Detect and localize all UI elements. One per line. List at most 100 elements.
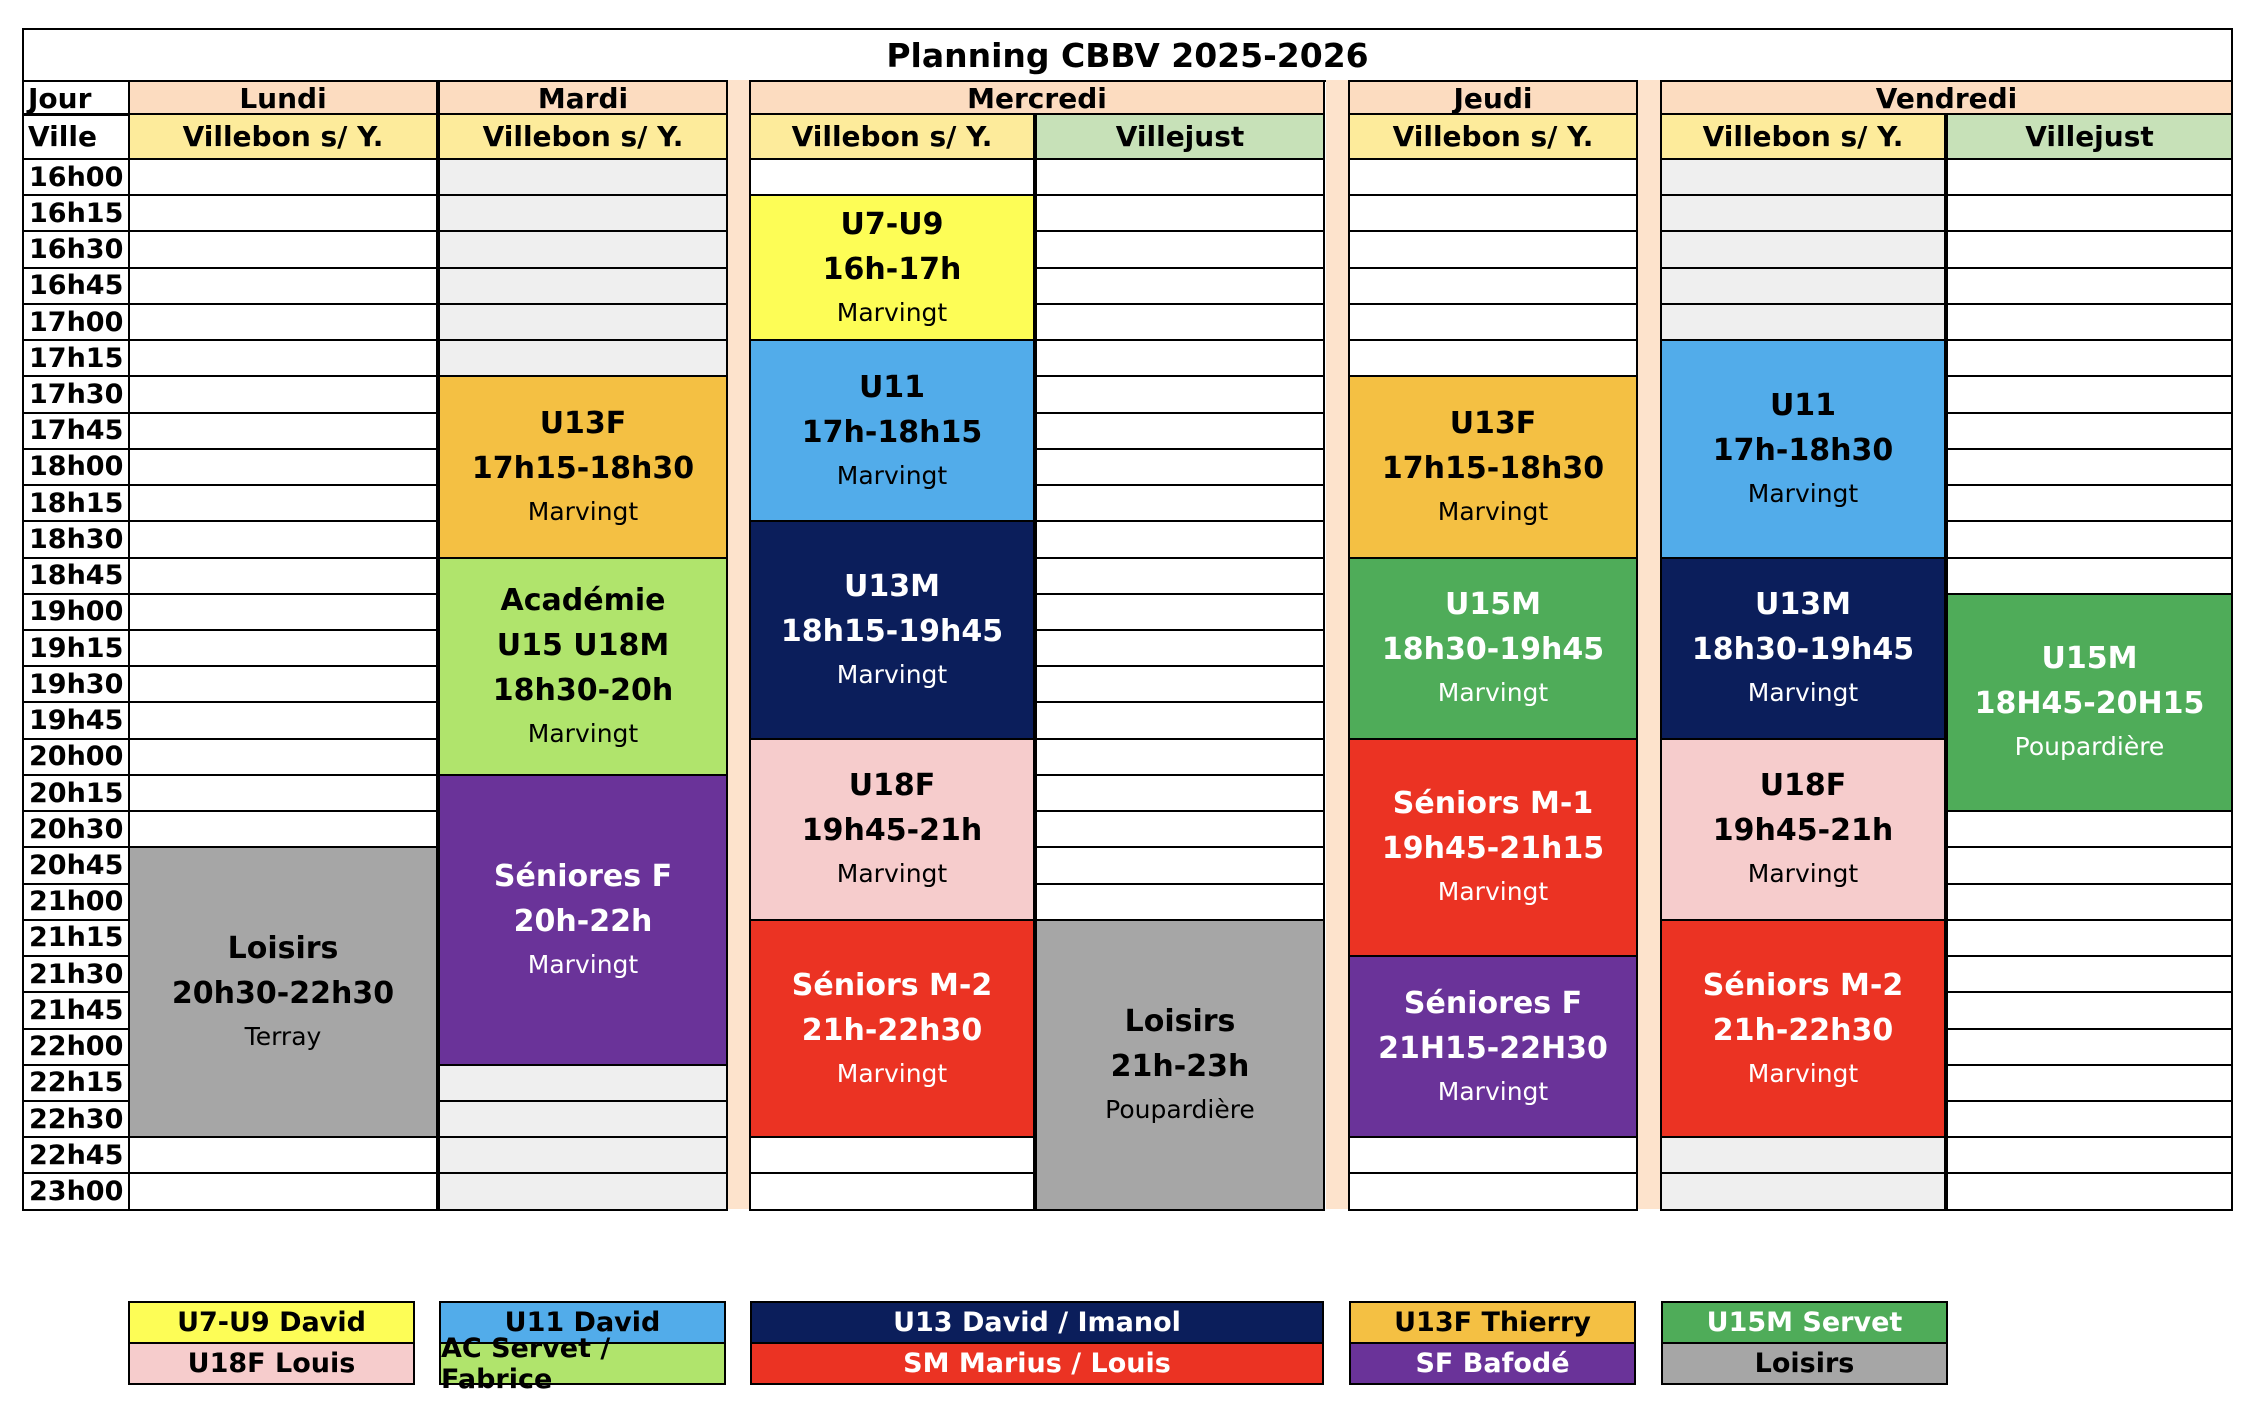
event-time: 17h15-18h30 <box>1381 450 1605 486</box>
legend-u13f: U13F Thierry <box>1349 1301 1636 1344</box>
event-time: 18h30-19h45 <box>1691 632 1915 668</box>
empty-slot <box>1348 1136 1638 1175</box>
page-title: Planning CBBV 2025-2026 <box>22 28 2233 82</box>
event-place: Marvingt <box>836 659 948 689</box>
empty-slot <box>128 592 438 631</box>
event-name: U15M <box>1445 587 1541 623</box>
event-seniors-f: Séniores F 21H15-22H30 Marvingt <box>1348 955 1638 1139</box>
empty-slot <box>1035 375 1325 414</box>
day-header-vendredi: Vendredi <box>1660 80 2233 116</box>
event-time: 17h-18h30 <box>1712 432 1894 468</box>
time-label: 16h15 <box>22 194 130 233</box>
empty-slot <box>1035 665 1325 704</box>
time-label: 18h30 <box>22 520 130 559</box>
venue-header-jeudi-villebon: Villebon s/ Y. <box>1348 113 1638 160</box>
empty-slot <box>1946 955 2233 994</box>
empty-slot <box>1946 810 2233 849</box>
empty-slot <box>1660 1172 1946 1211</box>
event-seniors-m: Séniors M-1 19h45-21h15 Marvingt <box>1348 737 1638 958</box>
empty-slot <box>1946 447 2233 487</box>
time-label: 17h30 <box>22 375 130 414</box>
event-seniors-m: Séniors M-2 21h-22h30 Marvingt <box>1660 918 1946 1139</box>
empty-slot <box>749 158 1035 197</box>
empty-slot <box>1946 1099 2233 1139</box>
event-u13f: U13F 17h15-18h30 Marvingt <box>438 375 728 559</box>
empty-slot <box>1348 194 1638 233</box>
legend-seniors-m: SM Marius / Louis <box>750 1342 1324 1385</box>
empty-slot <box>128 628 438 668</box>
event-place: Marvingt <box>1437 678 1549 708</box>
empty-slot <box>1348 339 1638 378</box>
empty-slot <box>1035 628 1325 668</box>
time-label: 21h30 <box>22 955 130 994</box>
empty-slot <box>128 556 438 595</box>
empty-slot <box>1660 158 1946 197</box>
row-label-ville: Ville <box>22 113 130 160</box>
event-time: 21h-22h30 <box>801 1012 983 1048</box>
empty-slot <box>1946 1136 2233 1175</box>
empty-slot <box>1035 701 1325 740</box>
empty-slot <box>1946 991 2233 1030</box>
event-place: Marvingt <box>1747 1058 1859 1088</box>
empty-slot <box>1946 230 2233 269</box>
event-place: Terray <box>244 1022 322 1052</box>
event-time: 19h45-21h <box>801 813 983 849</box>
empty-slot <box>1348 230 1638 269</box>
empty-slot <box>1035 773 1325 813</box>
time-label: 20h15 <box>22 773 130 813</box>
empty-slot <box>1035 520 1325 559</box>
empty-slot <box>128 266 438 305</box>
venue-header-mercredi-villebon: Villebon s/ Y. <box>749 113 1035 160</box>
empty-slot <box>438 339 728 378</box>
event-time: 18h30-20h <box>492 672 674 708</box>
empty-slot <box>749 1136 1035 1175</box>
empty-slot <box>128 810 438 849</box>
empty-slot <box>1946 520 2233 559</box>
time-label: 19h00 <box>22 592 130 631</box>
event-name: Séniors M-2 <box>791 967 993 1003</box>
empty-slot <box>1035 846 1325 885</box>
event-place: Marvingt <box>836 460 948 490</box>
empty-slot <box>1946 302 2233 342</box>
event-name: U15M <box>2041 641 2138 677</box>
venue-header-lundi-villebon: Villebon s/ Y. <box>128 113 438 160</box>
event-place: Marvingt <box>836 297 948 327</box>
legend-seniors-f: SF Bafodé <box>1349 1342 1636 1385</box>
event-u15m: U15M 18h30-19h45 Marvingt <box>1348 556 1638 740</box>
event-name: Académie <box>500 582 666 618</box>
time-label: 22h15 <box>22 1063 130 1102</box>
event-name: U11 <box>858 369 926 405</box>
event-place: Marvingt <box>527 718 639 748</box>
venue-header-mercredi-villejust: Villejust <box>1035 113 1325 160</box>
event-place: Marvingt <box>1437 496 1549 526</box>
event-time: 18H45-20H15 <box>1974 686 2205 722</box>
time-label: 18h00 <box>22 447 130 487</box>
empty-slot <box>438 158 728 197</box>
empty-slot <box>1660 1136 1946 1175</box>
event-name: Loisirs <box>1124 1003 1236 1039</box>
empty-slot <box>128 302 438 342</box>
legend-u15m: U15M Servet <box>1661 1301 1948 1344</box>
empty-slot <box>1348 1172 1638 1211</box>
empty-slot <box>1035 302 1325 342</box>
empty-slot <box>128 1172 438 1211</box>
event-time: 20h30-22h30 <box>171 976 395 1012</box>
empty-slot <box>1660 194 1946 233</box>
time-label: 20h00 <box>22 737 130 776</box>
event-academie: Académie U15 U18M 18h30-20h Marvingt <box>438 556 728 776</box>
empty-slot <box>128 375 438 414</box>
event-name: U11 <box>1769 387 1837 423</box>
empty-slot <box>1946 1027 2233 1066</box>
empty-slot <box>1035 810 1325 849</box>
event-time: 16h-17h <box>822 251 962 287</box>
empty-slot <box>128 665 438 704</box>
empty-slot <box>1946 266 2233 305</box>
event-name: Séniores F <box>1403 985 1583 1021</box>
event-place: Marvingt <box>1747 478 1859 508</box>
time-label: 17h15 <box>22 339 130 378</box>
empty-slot <box>1660 266 1946 305</box>
time-label: 19h45 <box>22 701 130 740</box>
event-time: 19h45-21h <box>1712 813 1894 849</box>
legend-u7u9: U7-U9 David <box>128 1301 415 1344</box>
event-name: U13M <box>1755 587 1851 623</box>
